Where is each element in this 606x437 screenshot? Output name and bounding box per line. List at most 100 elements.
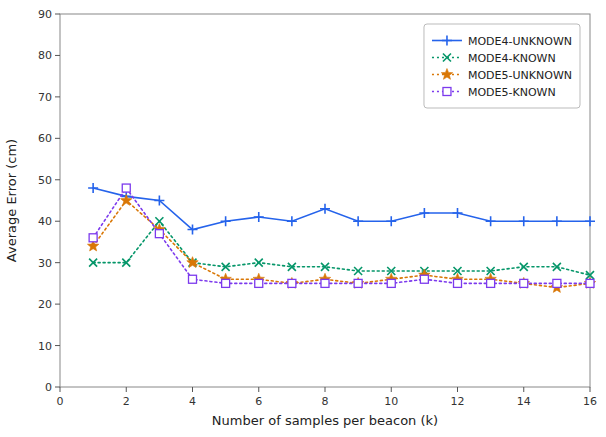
point-marker xyxy=(353,216,363,226)
point-marker xyxy=(321,263,329,271)
point-marker xyxy=(584,277,595,288)
point-marker xyxy=(286,277,297,288)
legend-label: MODE5-UNKNOWN xyxy=(468,69,572,82)
x-tick-label: 16 xyxy=(583,395,597,408)
series-line xyxy=(93,201,590,288)
x-tick-label: 0 xyxy=(57,395,64,408)
axes: 02468101214160102030405060708090 xyxy=(38,8,597,408)
point-marker xyxy=(320,204,330,214)
point-marker xyxy=(155,230,163,238)
point-marker xyxy=(354,267,362,275)
x-tick xyxy=(126,387,127,392)
x-tick xyxy=(590,387,591,392)
point-marker xyxy=(442,36,452,46)
point-marker xyxy=(441,69,452,80)
x-tick xyxy=(391,387,392,392)
y-tick xyxy=(55,55,60,56)
chart: 02468101214160102030405060708090Number o… xyxy=(0,0,606,437)
point-marker xyxy=(586,279,594,287)
series xyxy=(87,195,595,293)
point-marker xyxy=(121,195,132,206)
y-tick-label: 90 xyxy=(38,8,52,21)
point-marker xyxy=(222,263,230,271)
point-marker xyxy=(487,279,495,287)
point-marker xyxy=(221,216,231,226)
series xyxy=(89,184,594,287)
point-marker xyxy=(486,216,496,226)
point-marker xyxy=(154,196,164,206)
series xyxy=(88,183,595,234)
point-marker xyxy=(89,259,97,267)
x-tick xyxy=(60,387,61,392)
x-tick-label: 10 xyxy=(384,395,398,408)
point-marker xyxy=(89,234,97,242)
x-tick xyxy=(258,387,259,392)
y-tick xyxy=(55,345,60,346)
x-tick-label: 8 xyxy=(322,395,329,408)
point-marker xyxy=(88,183,98,193)
y-tick xyxy=(55,221,60,222)
point-marker xyxy=(420,275,428,283)
y-tick xyxy=(55,387,60,388)
point-marker xyxy=(222,279,230,287)
y-tick-label: 30 xyxy=(38,257,52,270)
series-line xyxy=(93,188,590,229)
x-tick xyxy=(325,387,326,392)
point-marker xyxy=(255,259,263,267)
x-axis-label: Number of samples per beacon (k) xyxy=(212,413,438,428)
series xyxy=(89,217,594,279)
point-marker xyxy=(188,225,198,235)
point-marker xyxy=(122,259,130,267)
point-marker xyxy=(518,277,529,288)
y-tick-label: 10 xyxy=(38,340,52,353)
y-tick-label: 40 xyxy=(38,215,52,228)
point-marker xyxy=(122,184,130,192)
point-marker xyxy=(288,263,296,271)
y-tick-label: 0 xyxy=(45,381,52,394)
x-tick-label: 6 xyxy=(255,395,262,408)
y-tick xyxy=(55,96,60,97)
series-line xyxy=(93,188,590,283)
y-tick xyxy=(55,262,60,263)
y-tick xyxy=(55,14,60,15)
legend-label: MODE4-KNOWN xyxy=(468,52,556,65)
y-tick xyxy=(55,179,60,180)
point-marker xyxy=(520,263,528,271)
x-tick-label: 2 xyxy=(123,395,130,408)
point-marker xyxy=(443,54,451,62)
plot-frame xyxy=(60,14,590,387)
point-marker xyxy=(254,212,264,222)
legend: MODE4-UNKNOWN MODE4-KNOWN MODE5-UNKNOWN MOD… xyxy=(424,24,580,108)
point-marker xyxy=(553,263,561,271)
y-axis-label: Average Error (cm) xyxy=(4,139,19,262)
y-tick-label: 50 xyxy=(38,174,52,187)
point-marker xyxy=(443,88,451,96)
plot-data xyxy=(87,183,595,292)
y-tick-label: 70 xyxy=(38,91,52,104)
point-marker xyxy=(387,279,395,287)
point-marker xyxy=(354,279,362,287)
x-tick xyxy=(457,387,458,392)
point-marker xyxy=(552,216,562,226)
point-marker xyxy=(585,216,595,226)
x-tick xyxy=(192,387,193,392)
point-marker xyxy=(519,216,529,226)
x-tick xyxy=(523,387,524,392)
legend-box xyxy=(424,24,580,108)
point-marker xyxy=(255,279,263,287)
point-marker xyxy=(386,216,396,226)
x-tick-label: 14 xyxy=(517,395,531,408)
point-marker xyxy=(187,257,198,268)
y-tick-label: 80 xyxy=(38,49,52,62)
y-tick-label: 60 xyxy=(38,132,52,145)
point-marker xyxy=(352,277,363,288)
point-marker xyxy=(454,279,462,287)
point-marker xyxy=(520,279,528,287)
legend-label: MODE5-KNOWN xyxy=(468,86,556,99)
y-tick xyxy=(55,304,60,305)
point-marker xyxy=(419,208,429,218)
x-tick-label: 4 xyxy=(189,395,196,408)
point-marker xyxy=(189,275,197,283)
point-marker xyxy=(288,279,296,287)
legend-label: MODE4-UNKNOWN xyxy=(468,35,572,48)
